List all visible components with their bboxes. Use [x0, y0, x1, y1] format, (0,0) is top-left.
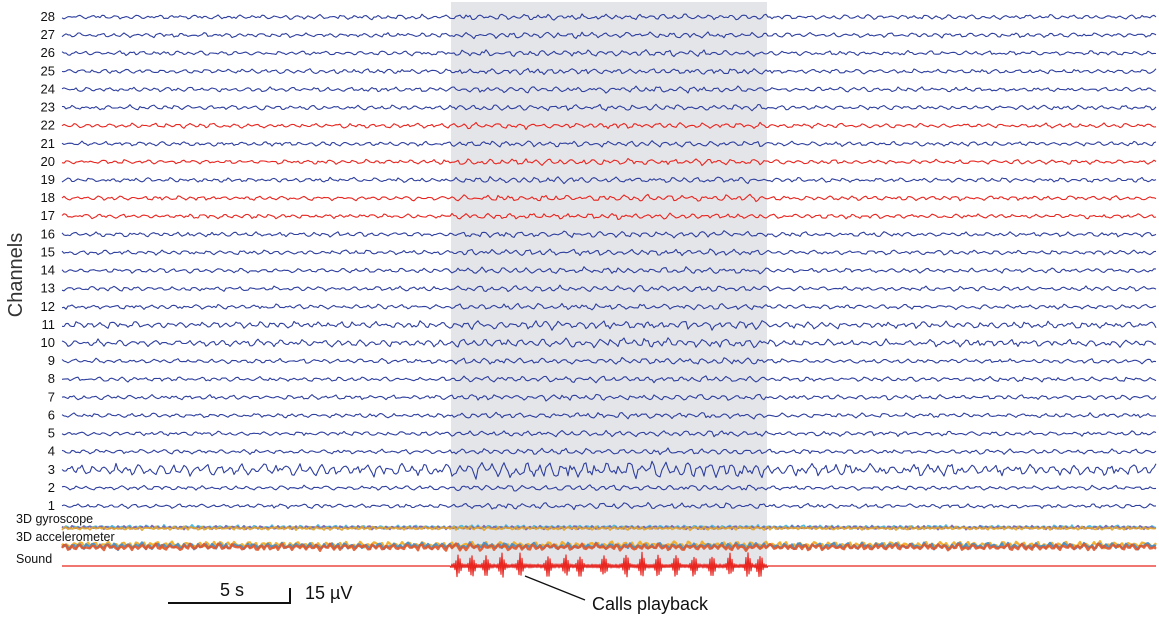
annotation-pointer [524, 575, 586, 601]
time-scale-label: 5 s [220, 580, 244, 600]
channel-labels: 1234567891011121314151617181920212223242… [41, 9, 55, 513]
channel-trace-26 [61, 49, 1157, 58]
channel-label-3: 3 [48, 462, 55, 477]
channel-trace-1 [61, 501, 1157, 511]
channel-trace-4 [61, 447, 1157, 456]
channel-label-7: 7 [48, 389, 55, 404]
channel-label-11: 11 [42, 317, 56, 332]
channel-trace-5 [61, 429, 1157, 438]
channel-label-12: 12 [41, 299, 55, 314]
channel-trace-18 [61, 193, 1157, 203]
channel-trace-11 [61, 320, 1157, 331]
channel-trace-6 [61, 411, 1157, 420]
channel-trace-16 [61, 230, 1157, 239]
scale-bar: 5 s 15 µV [168, 580, 352, 604]
y-axis-title: Channels [5, 233, 27, 318]
channel-trace-19 [61, 176, 1157, 185]
channel-trace-12 [61, 302, 1157, 311]
channel-trace-17 [61, 212, 1157, 221]
channel-label-28: 28 [41, 9, 55, 24]
channel-trace-23 [61, 103, 1157, 112]
channel-trace-2 [61, 484, 1157, 492]
channel-trace-15 [61, 248, 1157, 257]
channel-label-1: 1 [48, 498, 55, 513]
channel-trace-25 [61, 67, 1157, 76]
channel-label-14: 14 [41, 263, 55, 278]
calls-playback-label: Calls playback [592, 594, 709, 614]
channel-trace-24 [61, 85, 1157, 94]
channel-label-20: 20 [41, 154, 55, 169]
channel-label-2: 2 [48, 480, 55, 495]
channel-trace-20 [61, 157, 1157, 167]
channel-label-24: 24 [41, 81, 55, 96]
playback-shade [451, 2, 767, 568]
channel-trace-14 [61, 266, 1157, 275]
sensor-tracks [61, 524, 1157, 578]
channel-trace-9 [61, 356, 1157, 365]
gyroscope-label: 3D gyroscope [16, 512, 93, 526]
channel-label-13: 13 [41, 281, 55, 296]
channel-label-6: 6 [48, 407, 55, 422]
channel-trace-27 [61, 31, 1157, 40]
channel-trace-8 [61, 375, 1157, 384]
channel-trace-21 [61, 140, 1157, 148]
channel-label-27: 27 [41, 27, 55, 42]
channel-label-5: 5 [48, 426, 55, 441]
channel-label-25: 25 [41, 63, 55, 78]
sound-label: Sound [16, 552, 52, 566]
channel-label-21: 21 [41, 136, 55, 151]
channel-label-4: 4 [48, 444, 55, 459]
channel-label-15: 15 [41, 244, 55, 259]
channel-trace-3 [61, 460, 1157, 480]
accelerometer-trace-3 [61, 542, 1157, 552]
channel-traces [61, 13, 1157, 511]
channel-label-22: 22 [41, 118, 55, 133]
gyroscope-trace-3 [61, 525, 1157, 532]
channel-trace-7 [61, 393, 1157, 402]
channel-trace-10 [61, 337, 1157, 349]
channel-label-18: 18 [41, 190, 55, 205]
channel-label-19: 19 [41, 172, 55, 187]
channel-label-9: 9 [48, 353, 55, 368]
channel-trace-22 [61, 121, 1157, 131]
channel-label-17: 17 [41, 208, 55, 223]
channel-label-16: 16 [41, 226, 55, 241]
accelerometer-label: 3D accelerometer [16, 530, 115, 544]
channel-label-23: 23 [41, 100, 55, 115]
channel-trace-28 [61, 13, 1157, 21]
sound-trace [62, 551, 1156, 578]
channel-label-26: 26 [41, 45, 55, 60]
channel-label-8: 8 [48, 371, 55, 386]
channel-trace-13 [61, 284, 1157, 293]
channel-label-10: 10 [41, 335, 55, 350]
amplitude-scale-label: 15 µV [305, 583, 352, 603]
